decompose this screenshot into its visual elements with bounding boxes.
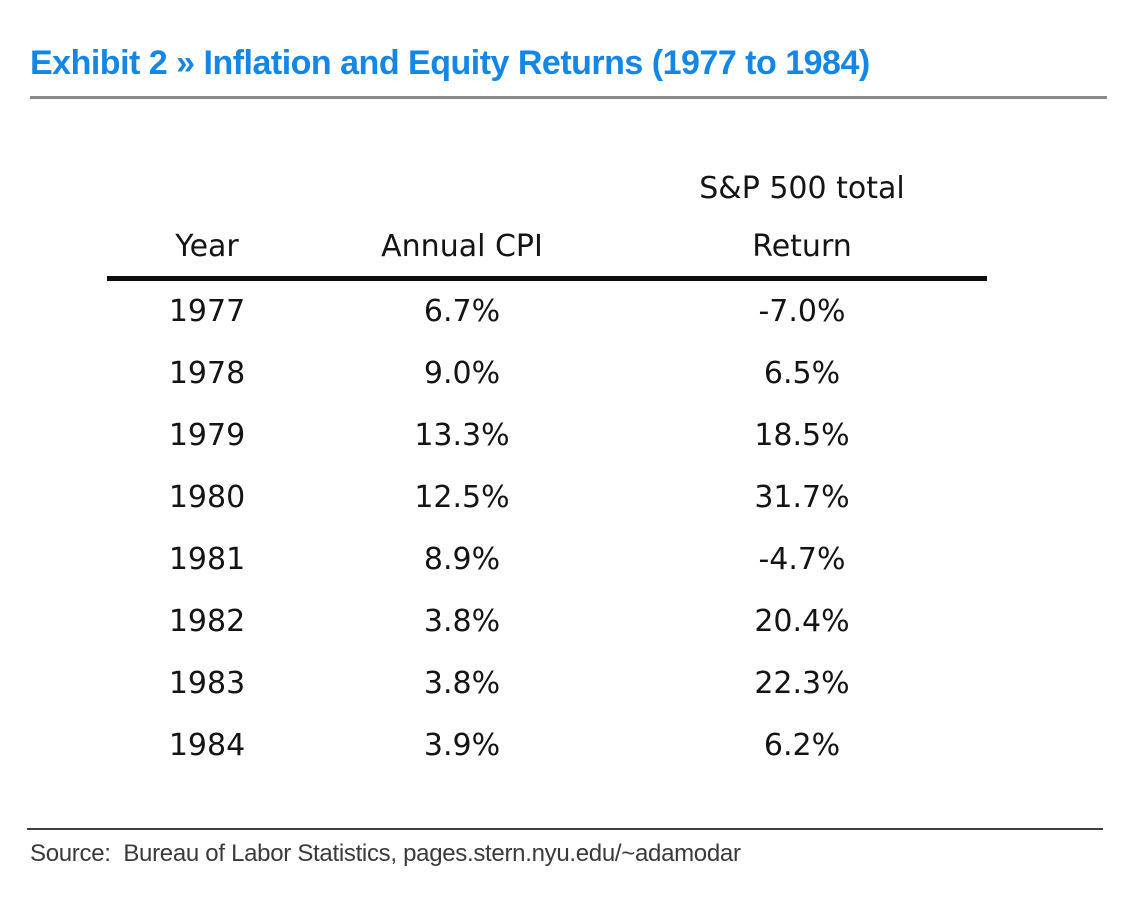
- header-year: Year: [175, 229, 239, 264]
- cpi-cell: 6.7%: [423, 294, 501, 329]
- header-spacer: [107, 160, 307, 218]
- cpi-cell: 12.5%: [414, 480, 510, 515]
- inflation-equity-table: S&P 500 total Year Annual CPI Return 197…: [107, 160, 987, 777]
- title-divider-rule: [30, 96, 1107, 99]
- header-spacer: [307, 160, 617, 218]
- sp500-return-cell: 18.5%: [754, 418, 850, 453]
- cpi-cell: 3.8%: [423, 604, 501, 639]
- table-row: 1981 8.9% -4.7%: [107, 529, 987, 591]
- sp500-return-cell: 6.5%: [763, 356, 841, 391]
- year-cell: 1980: [168, 480, 246, 515]
- table-row: 1984 3.9% 6.2%: [107, 715, 987, 777]
- sp500-return-cell: 6.2%: [763, 728, 841, 763]
- cpi-cell: 9.0%: [423, 356, 501, 391]
- sp500-return-cell: 22.3%: [754, 666, 850, 701]
- sp500-return-cell: 31.7%: [754, 480, 850, 515]
- year-cell: 1981: [168, 542, 246, 577]
- table-row: 1977 6.7% -7.0%: [107, 281, 987, 343]
- cpi-cell: 13.3%: [414, 418, 510, 453]
- year-cell: 1978: [168, 356, 246, 391]
- cpi-cell: 8.9%: [423, 542, 501, 577]
- year-cell: 1984: [168, 728, 246, 763]
- sp500-return-cell: 20.4%: [754, 604, 850, 639]
- exhibit-title: Exhibit 2 » Inflation and Equity Returns…: [30, 44, 870, 82]
- sp500-return-cell: -4.7%: [758, 542, 846, 577]
- header-sp500-line1: S&P 500 total: [699, 171, 905, 206]
- sp500-return-cell: -7.0%: [758, 294, 846, 329]
- year-cell: 1979: [168, 418, 246, 453]
- cpi-cell: 3.8%: [423, 666, 501, 701]
- year-cell: 1983: [168, 666, 246, 701]
- year-cell: 1977: [168, 294, 246, 329]
- table-body: 1977 6.7% -7.0% 1978 9.0% 6.5% 1979 13.3…: [107, 281, 987, 777]
- table-row: 1980 12.5% 31.7%: [107, 467, 987, 529]
- cpi-cell: 3.9%: [423, 728, 501, 763]
- header-annual-cpi: Annual CPI: [381, 229, 543, 264]
- source-attribution: Source: Bureau of Labor Statistics, page…: [30, 840, 741, 867]
- table-header-row-bottom: Year Annual CPI Return: [107, 218, 987, 276]
- table-row: 1983 3.8% 22.3%: [107, 653, 987, 715]
- footer-divider-rule: [27, 828, 1103, 830]
- table-header-row-top: S&P 500 total: [107, 160, 987, 218]
- table-row: 1982 3.8% 20.4%: [107, 591, 987, 653]
- year-cell: 1982: [168, 604, 246, 639]
- header-sp500-line2: Return: [752, 229, 852, 264]
- table-row: 1978 9.0% 6.5%: [107, 343, 987, 405]
- table-row: 1979 13.3% 18.5%: [107, 405, 987, 467]
- table-header-rule: [107, 276, 987, 281]
